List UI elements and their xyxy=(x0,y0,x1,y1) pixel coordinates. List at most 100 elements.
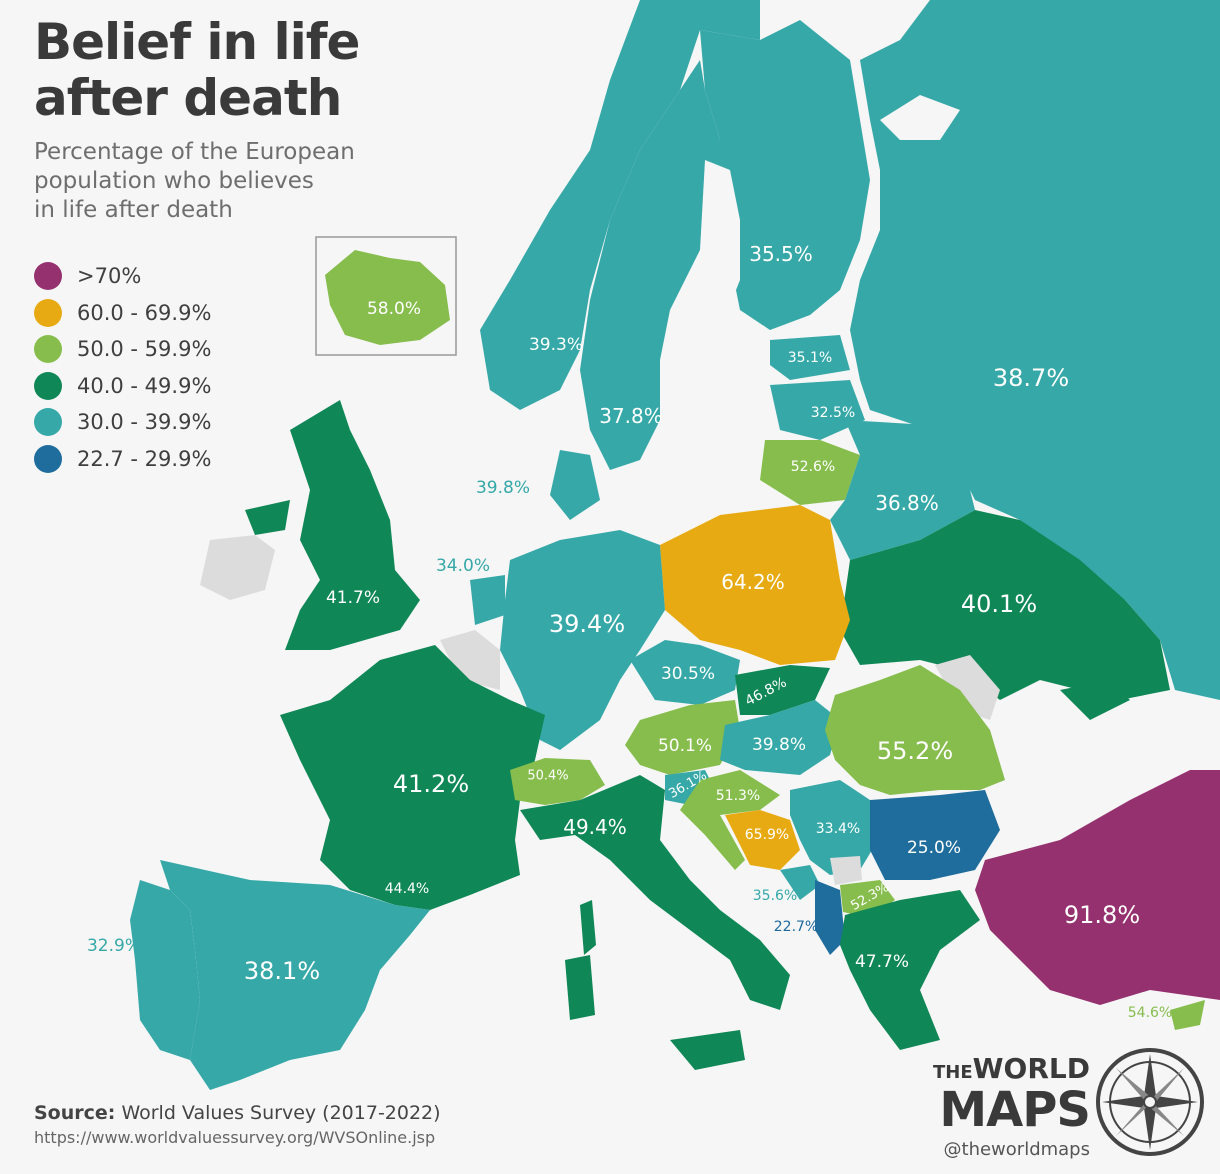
brand-the: THE xyxy=(933,1062,973,1083)
label-ukraine: 40.1% xyxy=(960,590,1038,618)
legend-item: >70% xyxy=(34,258,211,295)
finland-region xyxy=(700,20,870,330)
label-turkey: 91.8% xyxy=(1063,901,1141,929)
switzerland-region xyxy=(510,758,605,805)
iceland-region xyxy=(325,250,450,345)
label-bosnia: 65.9% xyxy=(744,827,790,843)
label-finland: 35.5% xyxy=(749,242,813,266)
label-latvia: 32.5% xyxy=(810,405,856,421)
belgium-region xyxy=(440,630,500,690)
denmark-region xyxy=(550,450,600,520)
legend-swatch xyxy=(34,444,62,473)
legend-item: 60.0 - 69.9% xyxy=(34,295,211,332)
legend-swatch xyxy=(34,335,62,364)
legend-swatch xyxy=(34,262,62,291)
serbia-region xyxy=(790,780,875,875)
brand-handle[interactable]: @theworldmaps xyxy=(943,1139,1090,1160)
label-bulgaria: 25.0% xyxy=(906,838,962,858)
latvia-region xyxy=(770,380,865,440)
montenegro-region xyxy=(780,865,820,900)
united-kingdom-region xyxy=(285,400,420,650)
label-serbia: 33.4% xyxy=(815,821,861,837)
legend-label: 50.0 - 59.9% xyxy=(77,337,212,362)
crimea-region xyxy=(1060,680,1130,720)
italy-region xyxy=(520,775,790,1010)
label-cyprus: 54.6% xyxy=(1127,1005,1173,1021)
belarus-region xyxy=(830,420,975,560)
legend-item: 40.0 - 49.9% xyxy=(34,368,211,405)
legend-swatch xyxy=(34,371,62,400)
label-russia: 38.7% xyxy=(992,364,1070,392)
label-greece: 47.7% xyxy=(854,952,910,972)
label-denmark: 39.8% xyxy=(475,478,531,498)
subtitle-line-3: in life after death xyxy=(34,197,233,223)
label-sweden: 37.8% xyxy=(599,404,663,428)
brand-maps: MAPS xyxy=(939,1082,1091,1138)
kosovo-region xyxy=(830,856,862,885)
source-prefix: Source: xyxy=(34,1102,116,1124)
label-iceland: 58.0% xyxy=(366,299,422,319)
label-united-kingdom: 41.7% xyxy=(325,588,381,608)
legend-label: 22.7 - 29.9% xyxy=(77,446,212,471)
france-region xyxy=(280,645,545,910)
source-line: Source: World Values Survey (2017-2022) xyxy=(34,1102,441,1124)
legend: >70% 60.0 - 69.9% 50.0 - 59.9% 40.0 - 49… xyxy=(34,258,211,477)
lithuania-region xyxy=(760,440,860,505)
hungary-region xyxy=(720,700,840,775)
legend-swatch xyxy=(34,298,62,327)
label-germany: 39.4% xyxy=(548,610,626,638)
label-austria: 50.1% xyxy=(657,736,713,756)
portugal-region xyxy=(130,880,200,1060)
greece-region xyxy=(840,890,980,1050)
page-subtitle: Percentage of the European population wh… xyxy=(34,138,414,225)
ukraine-region xyxy=(840,510,1170,700)
poland-region xyxy=(660,505,850,665)
romania-region xyxy=(825,665,1005,795)
moldova-region xyxy=(935,655,1000,720)
brand-world: WORLD xyxy=(972,1052,1090,1085)
legend-label: >70% xyxy=(77,264,142,289)
label-estonia: 35.1% xyxy=(787,350,833,366)
sardinia-region xyxy=(565,955,595,1020)
label-hungary: 39.8% xyxy=(751,735,807,755)
title-line-2: after death xyxy=(34,69,342,127)
label-andorra: 44.4% xyxy=(384,881,430,897)
germany-region xyxy=(500,530,665,750)
title-line-1: Belief in life xyxy=(34,13,360,71)
sweden-region xyxy=(580,60,720,470)
source-text: World Values Survey (2017-2022) xyxy=(121,1102,441,1124)
turkey-region xyxy=(975,770,1220,1005)
norway-region xyxy=(480,0,760,410)
legend-item: 22.7 - 29.9% xyxy=(34,441,211,478)
label-lithuania: 52.6% xyxy=(790,459,836,475)
croatia-region xyxy=(680,770,780,870)
cyprus-region xyxy=(1170,1000,1205,1030)
legend-label: 30.0 - 39.9% xyxy=(77,410,212,435)
legend-label: 60.0 - 69.9% xyxy=(77,300,212,325)
label-italy: 49.4% xyxy=(563,815,627,839)
compass-icon xyxy=(1096,1048,1204,1156)
label-poland: 64.2% xyxy=(721,570,785,594)
austria-region xyxy=(625,700,740,775)
label-netherlands: 34.0% xyxy=(435,556,491,576)
label-belarus: 36.8% xyxy=(875,491,939,515)
ireland-region xyxy=(200,535,275,600)
white-sea xyxy=(880,95,960,140)
northern-ireland-region xyxy=(245,500,290,535)
czechia-region xyxy=(630,640,740,705)
label-albania: 22.7% xyxy=(773,919,819,935)
label-france: 41.2% xyxy=(392,770,470,798)
corsica-region xyxy=(580,900,596,955)
estonia-region xyxy=(770,335,850,380)
legend-label: 40.0 - 49.9% xyxy=(77,373,212,398)
source-url[interactable]: https://www.worldvaluessurvey.org/WVSOnl… xyxy=(34,1128,436,1147)
subtitle-line-2: population who believes xyxy=(34,168,314,194)
label-switzerland: 50.4% xyxy=(527,768,569,784)
gulf-of-bothnia xyxy=(670,160,740,360)
label-norway: 39.3% xyxy=(528,335,584,355)
source-block: Source: World Values Survey (2017-2022) … xyxy=(34,1102,441,1147)
label-croatia: 51.3% xyxy=(715,788,761,804)
legend-swatch xyxy=(34,408,62,437)
legend-item: 50.0 - 59.9% xyxy=(34,331,211,368)
